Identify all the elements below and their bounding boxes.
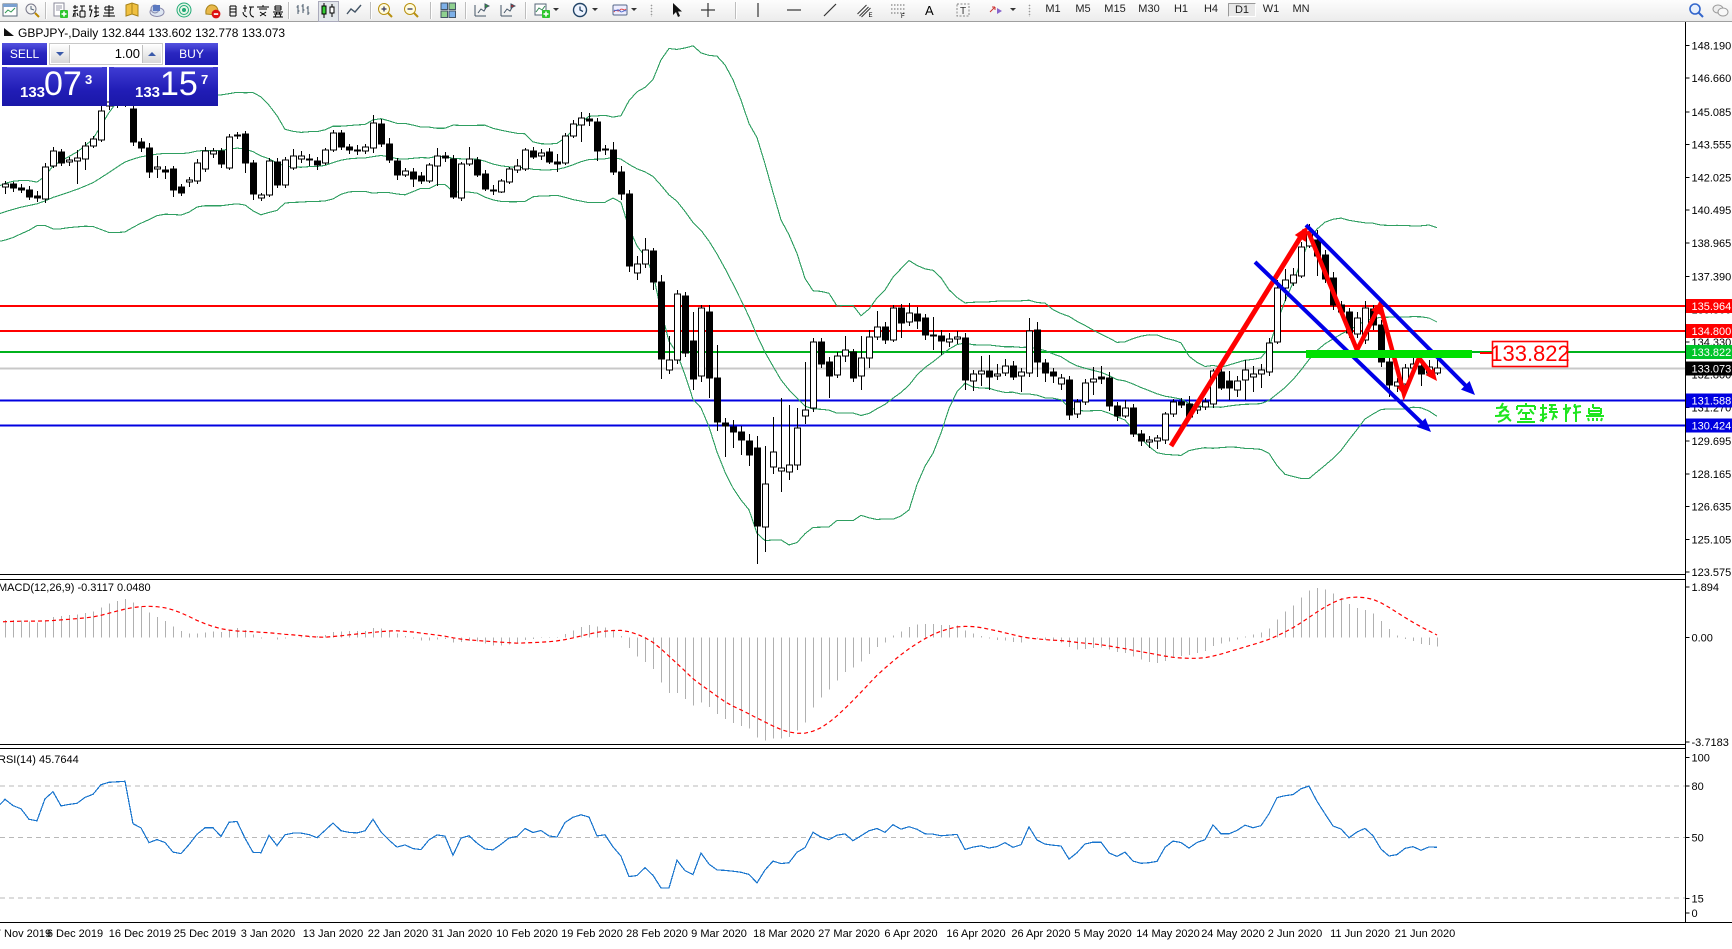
svg-text:1.894: 1.894	[1692, 582, 1720, 594]
svg-text:129.695: 129.695	[1692, 436, 1732, 448]
svg-text:6 Dec 2019: 6 Dec 2019	[47, 928, 103, 940]
svg-text:130.424: 130.424	[1692, 421, 1732, 433]
svg-text:19 Feb 2020: 19 Feb 2020	[561, 928, 623, 940]
svg-text:146.660: 146.660	[1692, 73, 1732, 85]
svg-text:133.822: 133.822	[1692, 347, 1732, 359]
svg-text:10 Feb 2020: 10 Feb 2020	[496, 928, 558, 940]
svg-text:28 Feb 2020: 28 Feb 2020	[626, 928, 688, 940]
svg-text:26 Apr 2020: 26 Apr 2020	[1011, 928, 1070, 940]
svg-text:143.555: 143.555	[1692, 140, 1732, 152]
svg-text:138.965: 138.965	[1692, 238, 1732, 250]
svg-text:0.00: 0.00	[1692, 633, 1713, 645]
svg-text:T: T	[960, 6, 966, 17]
svg-text:140.495: 140.495	[1692, 205, 1732, 217]
svg-text:80: 80	[1692, 781, 1704, 793]
svg-text:2 Jun 2020: 2 Jun 2020	[1268, 928, 1322, 940]
svg-text:15: 15	[1692, 893, 1704, 905]
svg-text:137.390: 137.390	[1692, 272, 1732, 284]
svg-text:133.822: 133.822	[1490, 341, 1570, 366]
svg-text:GBPJPY-,Daily 132.844 133.602: GBPJPY-,Daily 132.844 133.602 132.778 13…	[18, 26, 285, 40]
svg-text:16 Dec 2019: 16 Dec 2019	[109, 928, 171, 940]
svg-text:11 Jun 2020: 11 Jun 2020	[1330, 928, 1390, 940]
svg-text:RSI(14) 45.7644: RSI(14) 45.7644	[0, 754, 79, 766]
svg-text:125.105: 125.105	[1692, 534, 1732, 546]
svg-text:7 Nov 2019: 7 Nov 2019	[0, 928, 51, 940]
svg-text:16 Apr 2020: 16 Apr 2020	[946, 928, 1005, 940]
svg-text:21 Jun 2020: 21 Jun 2020	[1395, 928, 1456, 940]
svg-text:126.635: 126.635	[1692, 502, 1732, 514]
svg-text:6 Apr 2020: 6 Apr 2020	[884, 928, 937, 940]
svg-text:24 May 2020: 24 May 2020	[1201, 928, 1265, 940]
svg-text:-3.7183: -3.7183	[1692, 737, 1729, 749]
svg-text:145.085: 145.085	[1692, 107, 1732, 119]
svg-text:50: 50	[1692, 833, 1704, 845]
svg-text:13 Jan 2020: 13 Jan 2020	[303, 928, 364, 940]
svg-text:0: 0	[1692, 908, 1698, 920]
svg-text:5 May 2020: 5 May 2020	[1074, 928, 1131, 940]
svg-text:18 Mar 2020: 18 Mar 2020	[753, 928, 815, 940]
svg-text:31 Jan 2020: 31 Jan 2020	[432, 928, 493, 940]
svg-text:128.165: 128.165	[1692, 469, 1732, 481]
svg-text:3 Jan 2020: 3 Jan 2020	[241, 928, 295, 940]
svg-text:100: 100	[1692, 753, 1710, 765]
svg-text:133.073: 133.073	[1692, 364, 1732, 376]
svg-text:25 Dec 2019: 25 Dec 2019	[174, 928, 236, 940]
svg-text:22 Jan 2020: 22 Jan 2020	[368, 928, 429, 940]
svg-text:E: E	[869, 13, 873, 19]
svg-text:F: F	[901, 14, 905, 19]
svg-text:9 Mar 2020: 9 Mar 2020	[691, 928, 747, 940]
svg-text:14 May 2020: 14 May 2020	[1136, 928, 1200, 940]
svg-text:123.575: 123.575	[1692, 567, 1732, 579]
svg-text:MACD(12,26,9) -0.3117 0.0480: MACD(12,26,9) -0.3117 0.0480	[0, 582, 151, 594]
svg-text:148.190: 148.190	[1692, 41, 1732, 53]
svg-text:135.964: 135.964	[1692, 301, 1732, 313]
svg-text:131.588: 131.588	[1692, 396, 1732, 408]
svg-text:134.800: 134.800	[1692, 326, 1732, 338]
svg-text:142.025: 142.025	[1692, 172, 1732, 184]
svg-text:27 Mar 2020: 27 Mar 2020	[818, 928, 880, 940]
